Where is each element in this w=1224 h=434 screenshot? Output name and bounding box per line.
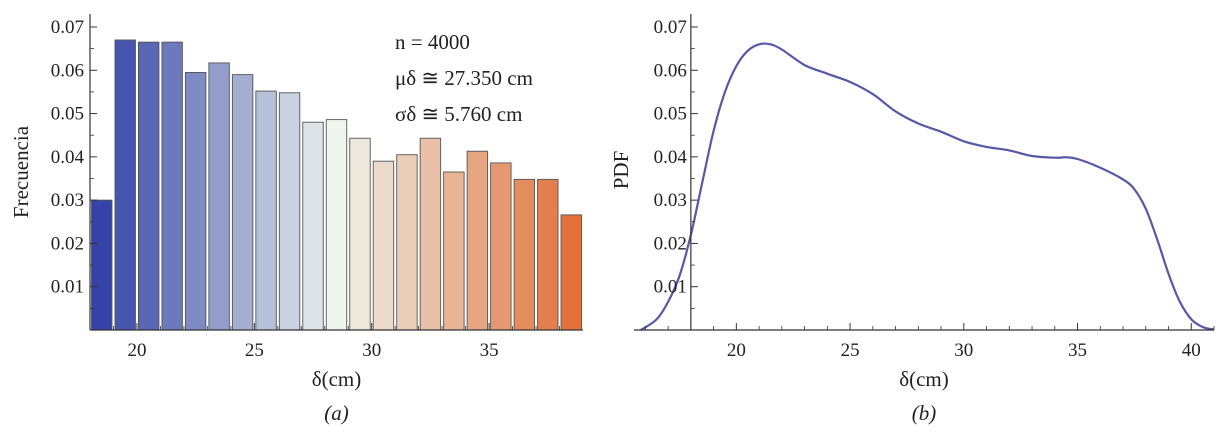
x-axis-title: δ(cm)	[312, 367, 362, 391]
y-tick-label: 0.07	[51, 17, 84, 38]
x-axis-ticks: 20 25 30 35	[113, 323, 560, 361]
histogram-bar	[255, 90, 277, 331]
y-tick-label: 0.02	[51, 233, 84, 254]
histogram-bar	[114, 39, 136, 331]
sample-size-annotation: n = 4000	[395, 30, 470, 54]
y-axis-ticks: 0.01 0.02 0.03 0.04 0.05 0.06 0.07	[51, 17, 97, 309]
y-tick-label: 0.02	[654, 233, 687, 254]
x-tick-label: 25	[841, 340, 860, 361]
x-tick-label: 30	[362, 340, 381, 361]
y-tick-label: 0.05	[654, 104, 687, 125]
histogram-bar	[349, 137, 371, 331]
y-tick-label: 0.01	[51, 277, 84, 298]
histogram-bar	[325, 119, 348, 331]
panel-label: (b)	[912, 401, 937, 425]
x-axis-title: δ(cm)	[899, 367, 949, 391]
y-tick-label: 0.05	[51, 104, 84, 125]
y-tick-label: 0.03	[654, 190, 687, 211]
x-tick-label: 35	[1068, 340, 1087, 361]
histogram-bar	[184, 71, 207, 331]
histogram-bar	[302, 121, 324, 331]
x-tick-label: 25	[245, 340, 264, 361]
panel-label: (a)	[324, 401, 349, 425]
y-tick-label: 0.01	[654, 277, 687, 298]
x-axis-ticks: 20 25 30 35 40	[644, 323, 1215, 361]
histogram-bar	[138, 41, 160, 331]
y-tick-label: 0.03	[51, 190, 84, 211]
y-tick-label: 0.04	[51, 147, 85, 168]
x-tick-label: 30	[954, 340, 973, 361]
histogram-bar	[91, 199, 113, 331]
x-tick-label: 20	[127, 340, 146, 361]
histogram-bar	[372, 160, 395, 331]
histogram-bar	[513, 178, 535, 331]
histogram-bar	[443, 171, 465, 331]
histogram-bars	[91, 39, 582, 331]
y-tick-label: 0.06	[654, 60, 687, 81]
pdf-panel: 20 25 30 35 40 0.010.020.030.040.050.060.07 …	[609, 14, 1215, 425]
histogram-bar	[231, 74, 254, 331]
histogram-bar	[560, 214, 582, 331]
mean-annotation: μδ ≅ 27.350 cm	[395, 66, 533, 90]
histogram-bar	[419, 137, 442, 331]
x-tick-label: 40	[1182, 340, 1201, 361]
y-tick-label: 0.07	[654, 17, 687, 38]
histogram-bar	[208, 62, 230, 331]
x-tick-label: 35	[480, 340, 499, 361]
histogram-bar	[161, 41, 183, 331]
y-axis-title: PDF	[609, 151, 633, 190]
histogram-bar	[396, 154, 418, 331]
y-tick-label: 0.06	[51, 60, 84, 81]
y-tick-label: 0.04	[654, 147, 688, 168]
pdf-curve	[640, 42, 1215, 331]
histogram-bar	[537, 178, 559, 331]
histogram-bar	[466, 150, 489, 331]
x-tick-label: 20	[727, 340, 746, 361]
y-axis-title: Frecuencia	[9, 125, 33, 218]
std-annotation: σδ ≅ 5.760 cm	[395, 102, 522, 126]
histogram-panel: 20 25 30 35 0.01 0.02 0.03 0.04 0.05 0.06 0.07 δ(…	[9, 14, 583, 425]
histogram-bar	[490, 162, 512, 331]
y-axis-ticks: 0.01 0.02 0.03 0.04 0.05 0.06 0.07	[654, 17, 698, 309]
histogram-bar	[278, 92, 301, 331]
